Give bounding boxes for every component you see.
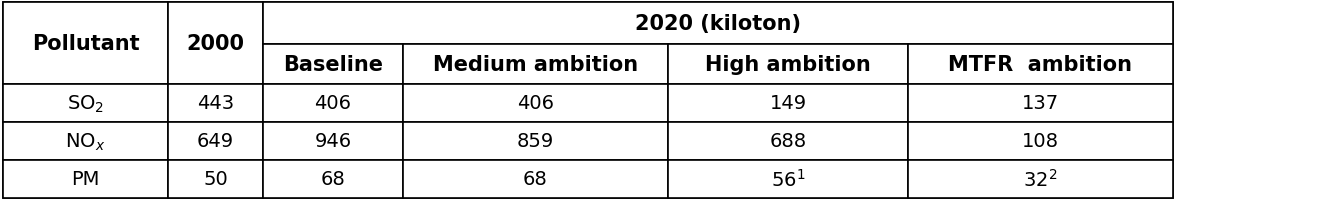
Text: 649: 649 [197, 132, 235, 151]
Text: PM: PM [71, 170, 100, 189]
Text: 50: 50 [203, 170, 228, 189]
Text: MTFR  ambition: MTFR ambition [949, 55, 1133, 75]
Bar [3, 85, 168, 122]
Bar [908, 85, 1173, 122]
Bar [908, 122, 1173, 160]
Text: 56$^1$: 56$^1$ [770, 168, 805, 190]
Text: 108: 108 [1022, 132, 1058, 151]
Text: 406: 406 [517, 94, 555, 113]
Text: High ambition: High ambition [705, 55, 870, 75]
Bar [263, 45, 403, 85]
Bar [168, 3, 263, 85]
Bar [908, 45, 1173, 85]
Text: 946: 946 [315, 132, 352, 151]
Text: NO$_x$: NO$_x$ [65, 131, 105, 152]
Bar [668, 122, 908, 160]
Text: 859: 859 [517, 132, 555, 151]
Bar [3, 160, 168, 198]
Bar [263, 122, 403, 160]
Text: 406: 406 [315, 94, 352, 113]
Bar [263, 160, 403, 198]
Text: SO$_2$: SO$_2$ [67, 93, 104, 114]
Text: 2020 (kiloton): 2020 (kiloton) [635, 14, 801, 34]
Text: 137: 137 [1022, 94, 1058, 113]
Text: 2000: 2000 [187, 34, 244, 54]
Bar [263, 3, 1173, 45]
Bar [3, 122, 168, 160]
Text: Medium ambition: Medium ambition [433, 55, 639, 75]
Text: 688: 688 [769, 132, 806, 151]
Text: Pollutant: Pollutant [32, 34, 140, 54]
Bar [168, 85, 263, 122]
Bar [403, 45, 668, 85]
Text: 68: 68 [523, 170, 548, 189]
Bar [3, 3, 1173, 198]
Text: 443: 443 [197, 94, 235, 113]
Bar [908, 160, 1173, 198]
Text: 32$^2$: 32$^2$ [1024, 168, 1057, 190]
Bar [403, 122, 668, 160]
Bar [668, 85, 908, 122]
Text: 149: 149 [769, 94, 806, 113]
Bar [168, 122, 263, 160]
Bar [403, 85, 668, 122]
Bar [403, 160, 668, 198]
Text: 68: 68 [321, 170, 345, 189]
Bar [668, 160, 908, 198]
Bar [3, 3, 168, 85]
Bar [168, 160, 263, 198]
Text: Baseline: Baseline [283, 55, 383, 75]
Bar [668, 45, 908, 85]
Bar [263, 85, 403, 122]
